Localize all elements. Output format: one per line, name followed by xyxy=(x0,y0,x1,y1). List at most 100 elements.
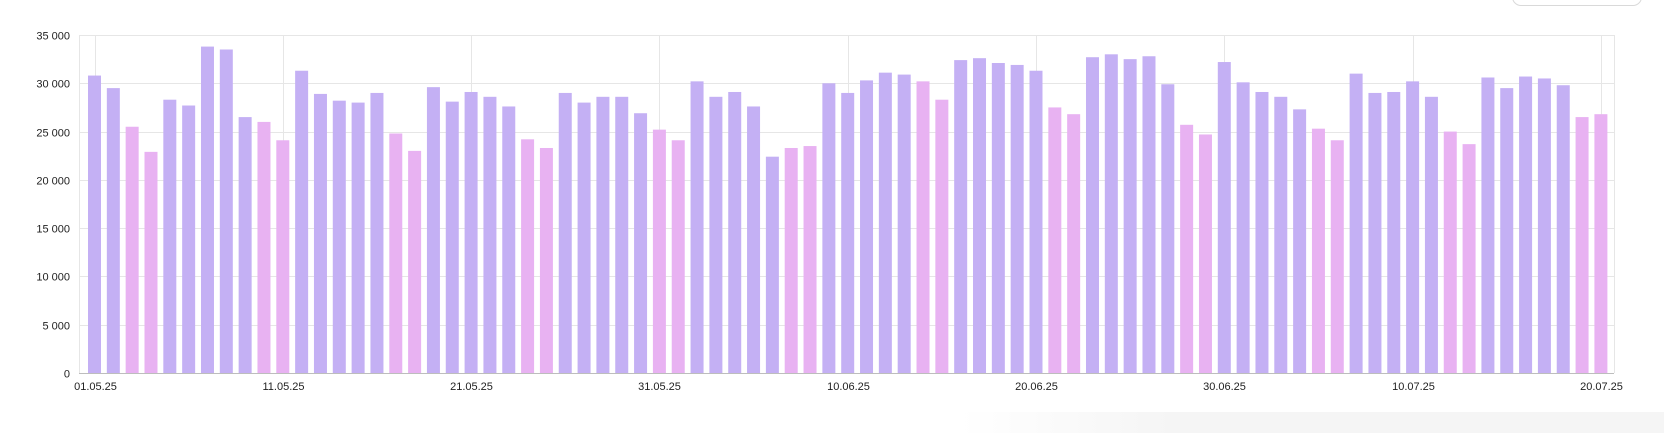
y-tick-label: 20 000 xyxy=(36,176,70,188)
bar[interactable] xyxy=(1274,96,1288,373)
bar[interactable] xyxy=(1368,92,1382,373)
y-axis-ticks: 0 5 000 10 000 15 000 20 000 25 000 30 000 35 0… xyxy=(36,31,70,381)
bar[interactable] xyxy=(1594,114,1608,373)
bar[interactable] xyxy=(521,139,535,373)
bar[interactable] xyxy=(163,99,177,373)
bottom-shadow xyxy=(960,412,1664,433)
bar[interactable] xyxy=(539,147,553,373)
x-tick-label: 31.05.25 xyxy=(638,381,681,393)
x-axis-ticks: 01.05.25 11.05.25 21.05.25 31.05.25 10.06.25… xyxy=(74,381,1623,393)
x-tick-label: 20.07.25 xyxy=(1580,381,1623,393)
bar[interactable] xyxy=(973,58,987,374)
bar[interactable] xyxy=(1462,144,1476,373)
bar[interactable] xyxy=(1481,77,1495,374)
bar[interactable] xyxy=(1443,131,1457,373)
bar[interactable] xyxy=(634,113,648,373)
bar[interactable] xyxy=(1085,57,1099,374)
bar[interactable] xyxy=(1406,81,1420,373)
bar[interactable] xyxy=(1123,59,1137,373)
bar[interactable] xyxy=(1161,84,1175,373)
bar[interactable] xyxy=(1330,140,1344,373)
bar[interactable] xyxy=(1104,54,1118,374)
bar[interactable] xyxy=(954,60,968,374)
bar[interactable] xyxy=(652,129,666,373)
bar[interactable] xyxy=(747,106,761,374)
bar[interactable] xyxy=(1537,78,1551,374)
x-tick-label: 20.06.25 xyxy=(1015,381,1058,393)
bar[interactable] xyxy=(182,105,196,374)
bar[interactable] xyxy=(765,156,779,373)
bar[interactable] xyxy=(408,150,422,373)
bar[interactable] xyxy=(332,100,346,374)
bar[interactable] xyxy=(1556,85,1570,373)
bar[interactable] xyxy=(1575,117,1589,373)
bar[interactable] xyxy=(200,46,214,374)
bar[interactable] xyxy=(1029,70,1043,373)
bar[interactable] xyxy=(1500,88,1514,374)
bar[interactable] xyxy=(822,83,836,373)
y-tick-label: 30 000 xyxy=(36,79,70,91)
x-tick-label: 10.06.25 xyxy=(827,381,870,393)
bar[interactable] xyxy=(1311,128,1325,373)
y-tick-label: 15 000 xyxy=(36,224,70,236)
bar[interactable] xyxy=(106,88,120,374)
bar[interactable] xyxy=(1198,134,1212,373)
bar[interactable] xyxy=(1067,114,1081,373)
bar[interactable] xyxy=(1387,91,1401,373)
x-tick-label: 10.07.25 xyxy=(1392,381,1435,393)
bar[interactable] xyxy=(1180,124,1194,373)
bar[interactable] xyxy=(1142,56,1156,373)
bar[interactable] xyxy=(257,121,271,373)
bar[interactable] xyxy=(351,102,365,373)
bar[interactable] xyxy=(445,101,459,373)
bar[interactable] xyxy=(728,91,742,373)
bar[interactable] xyxy=(596,96,610,373)
bar[interactable] xyxy=(483,96,497,373)
bar[interactable] xyxy=(1519,76,1533,373)
bar[interactable] xyxy=(558,92,572,373)
bar[interactable] xyxy=(313,93,327,373)
bar[interactable] xyxy=(502,106,516,374)
x-tick-label: 01.05.25 xyxy=(74,381,117,393)
bar[interactable] xyxy=(1255,91,1269,373)
y-tick-label: 25 000 xyxy=(36,128,70,140)
bar[interactable] xyxy=(1236,82,1250,373)
bar[interactable] xyxy=(671,140,685,373)
bar[interactable] xyxy=(1048,107,1062,374)
bar[interactable] xyxy=(389,133,403,374)
bar[interactable] xyxy=(1217,62,1231,373)
y-tick-label: 5 000 xyxy=(42,321,70,333)
bar[interactable] xyxy=(295,70,309,373)
x-tick-label: 30.06.25 xyxy=(1203,381,1246,393)
bar[interactable] xyxy=(125,126,139,374)
bar[interactable] xyxy=(276,140,290,373)
bar[interactable] xyxy=(784,147,798,373)
bar[interactable] xyxy=(709,96,723,373)
bar[interactable] xyxy=(916,81,930,373)
bar[interactable] xyxy=(897,74,911,373)
bar[interactable] xyxy=(238,117,252,373)
bar[interactable] xyxy=(1349,73,1363,373)
bar[interactable] xyxy=(803,146,817,373)
bar[interactable] xyxy=(426,87,440,374)
bar[interactable] xyxy=(841,92,855,373)
bar[interactable] xyxy=(690,81,704,373)
bar[interactable] xyxy=(935,99,949,373)
bar[interactable] xyxy=(464,91,478,373)
bar[interactable] xyxy=(577,102,591,373)
bar[interactable] xyxy=(144,151,158,373)
bar[interactable] xyxy=(1293,109,1307,374)
bar[interactable] xyxy=(991,63,1005,373)
bar[interactable] xyxy=(1010,64,1024,373)
bar[interactable] xyxy=(370,92,384,373)
bar[interactable] xyxy=(615,96,629,373)
bar-series xyxy=(88,46,1608,374)
bar[interactable] xyxy=(88,75,101,373)
bar[interactable] xyxy=(219,49,233,374)
y-tick-label: 0 xyxy=(64,369,70,381)
bar[interactable] xyxy=(1424,96,1438,373)
x-tick-label: 11.05.25 xyxy=(262,381,304,393)
bar[interactable] xyxy=(878,72,892,373)
bar[interactable] xyxy=(860,80,874,373)
